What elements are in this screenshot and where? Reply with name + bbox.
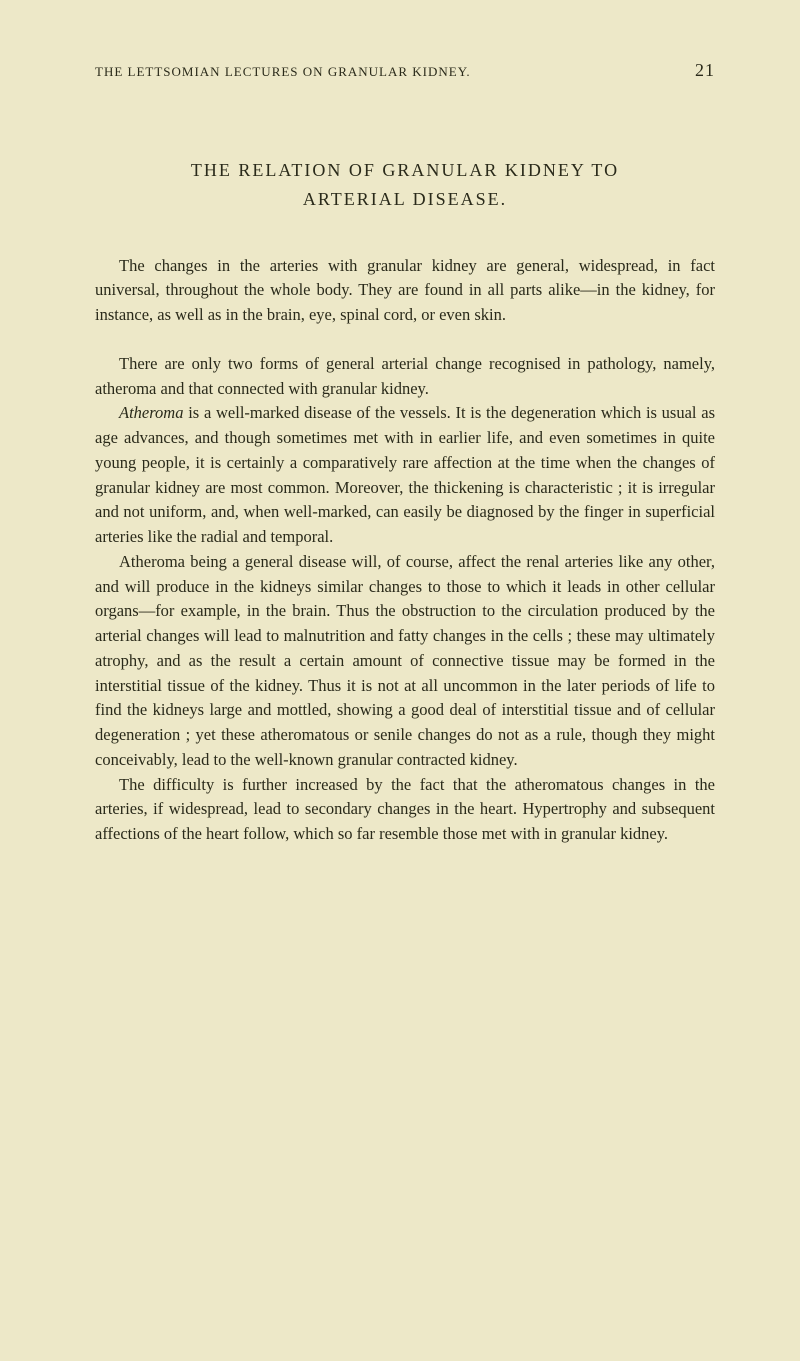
running-title: THE LETTSOMIAN LECTURES ON GRANULAR KIDN… [95,64,471,80]
title-line-2: ARTERIAL DISEASE. [95,185,715,214]
title-line-1: THE RELATION OF GRANULAR KIDNEY TO [95,156,715,185]
body-content: The changes in the arteries with granula… [95,254,715,847]
section-title: THE RELATION OF GRANULAR KIDNEY TO ARTER… [95,156,715,214]
atheroma-term: Atheroma [119,403,183,422]
paragraph-1: The changes in the arteries with granula… [95,254,715,328]
paragraph-5: The difficulty is further increased by t… [95,773,715,847]
paragraph-3-rest: is a well-marked disease of the vessels.… [95,403,715,546]
paragraph-2: There are only two forms of general arte… [95,352,715,402]
page-header: THE LETTSOMIAN LECTURES ON GRANULAR KIDN… [95,60,715,81]
paragraph-4: Atheroma being a general disease will, o… [95,550,715,773]
page-number: 21 [695,60,715,81]
paragraph-3: Atheroma is a well-marked disease of the… [95,401,715,550]
